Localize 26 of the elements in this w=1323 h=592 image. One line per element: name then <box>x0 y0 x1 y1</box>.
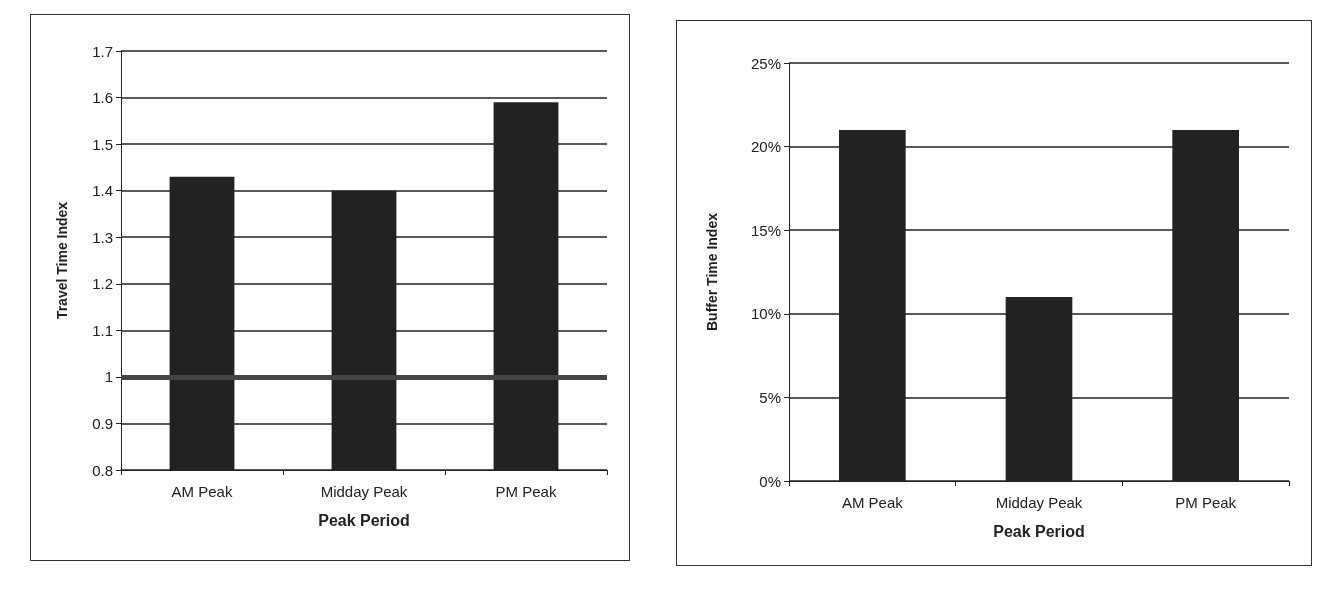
y-tick-label: 1 <box>104 368 113 386</box>
y-tick-label: 1.1 <box>92 321 113 339</box>
x-tick-label: AM Peak <box>841 494 904 511</box>
y-tick-label: 0% <box>759 472 781 490</box>
y-tick-label: 1.5 <box>92 135 113 153</box>
x-axis-title: Peak Period <box>993 522 1085 540</box>
y-tick-label: 1.2 <box>92 275 113 293</box>
x-tick-label: PM Peak <box>495 483 557 500</box>
x-tick-label: PM Peak <box>1175 494 1237 511</box>
y-tick-label: 5% <box>759 388 781 406</box>
y-tick-label: 10% <box>750 305 781 323</box>
y-tick-label: 25% <box>750 54 781 72</box>
y-tick-label: 1.3 <box>92 228 113 246</box>
x-tick-label: AM Peak <box>171 483 233 500</box>
y-tick-label: 0.9 <box>92 414 113 432</box>
y-tick-label: 1.7 <box>92 42 113 60</box>
y-tick-label: 1.4 <box>92 182 113 200</box>
y-tick-label: 15% <box>750 221 781 239</box>
y-tick-label: 1.6 <box>92 89 113 107</box>
y-axis-title: Buffer Time Index <box>704 212 720 331</box>
x-tick-label: Midday Peak <box>995 494 1083 511</box>
y-tick-label: 0.8 <box>92 461 113 479</box>
y-tick-label: 20% <box>750 138 781 156</box>
x-axis-title: Peak Period <box>318 511 410 529</box>
x-tick-label: Midday Peak <box>320 483 408 500</box>
y-axis-title: Travel Time Index <box>54 201 70 320</box>
